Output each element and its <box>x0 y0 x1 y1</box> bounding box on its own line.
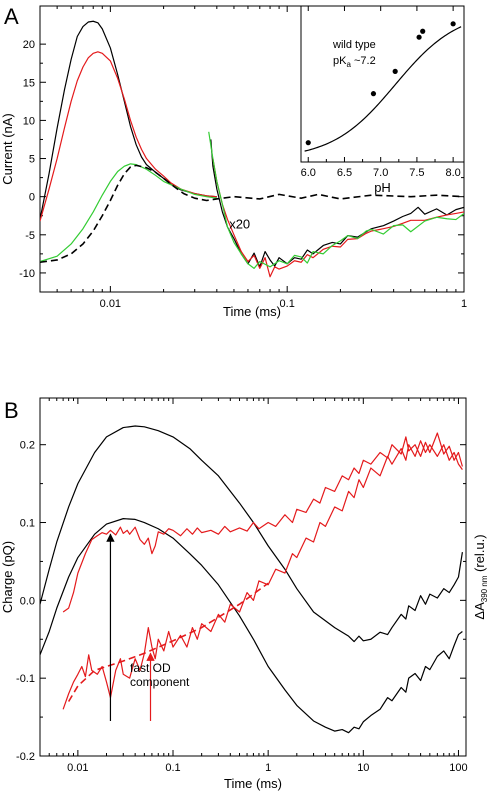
x-tick-label: 100 <box>449 762 467 774</box>
series-line-black <box>40 425 463 643</box>
y-tick-label: 10 <box>23 115 35 127</box>
y-tick-label: 5 <box>29 154 35 166</box>
inset-frame <box>300 5 465 163</box>
panel-letter-b: B <box>4 398 19 423</box>
panel-a-x-axis-title: Time (ms) <box>223 304 281 319</box>
series-line-black-dashed <box>40 164 464 264</box>
inset-label-pka-subscript: a <box>346 60 351 69</box>
y-tick-label: 0.2 <box>20 440 35 452</box>
x-tick-label: 0.01 <box>67 762 88 774</box>
y-tick-label: 0.0 <box>20 595 35 607</box>
panel-b-right-y-axis-title: ΔA390 nm (rel.u.) <box>472 534 489 619</box>
inset-ph-titration: 6.0 6.5 7.0 7.5 8.0 wild type pKa ~7.2 pH <box>300 5 465 195</box>
series-line-red <box>40 51 217 222</box>
right-ylabel-sub: 390 nm <box>480 575 489 602</box>
panel-b-ticks: 0.01 0.1 1 10 100 -0.2 -0.1 0.0 0.1 0.2 <box>16 398 468 774</box>
series-line-red <box>62 440 463 710</box>
x-tick-label: 0.1 <box>165 762 180 774</box>
inset-label-pk: pK <box>333 55 347 67</box>
series-line-red-dashed <box>67 582 269 702</box>
right-ylabel-main: ΔA <box>472 602 487 620</box>
y-tick-label: -10 <box>19 268 35 280</box>
y-tick-label: -0.2 <box>16 751 35 763</box>
y-tick-label: 0 <box>29 192 35 204</box>
x-tick-label: 0.1 <box>280 298 295 310</box>
panel-b-y-axis-title: Charge (pQ) <box>0 541 15 613</box>
y-tick-label: 20 <box>23 39 35 51</box>
series-line-green <box>208 131 464 269</box>
inset-x-tick-label: 7.5 <box>409 167 424 179</box>
panel-b-series <box>40 425 463 734</box>
right-ylabel-unit: (rel.u.) <box>472 534 487 575</box>
panel-a-series <box>40 20 464 278</box>
inset-data-point <box>305 140 311 146</box>
annotation-x20: x20 <box>229 217 250 232</box>
x-tick-label: 1 <box>461 298 467 310</box>
inset-x-tick-label: 7.0 <box>373 167 388 179</box>
panel-b-x-axis-title: Time (ms) <box>224 776 282 791</box>
x-tick-label: 0.01 <box>100 298 121 310</box>
inset-label-pka-value: ~7.2 <box>351 55 376 67</box>
annotation-component: component <box>130 675 190 689</box>
inset-x-tick-label: 8.0 <box>445 167 460 179</box>
inset-data-point <box>420 28 426 34</box>
inset-data-point <box>450 21 456 27</box>
inset-data-points <box>305 21 456 146</box>
inset-fit-curve <box>304 26 462 152</box>
x-tick-label: 10 <box>357 762 369 774</box>
y-tick-label: -0.1 <box>16 673 35 685</box>
y-tick-label: 0.1 <box>20 518 35 530</box>
inset-x-tick-label: 6.0 <box>301 167 316 179</box>
y-tick-label: 15 <box>23 77 35 89</box>
panel-a-ticks: 0.01 0.1 1 -10 -5 0 5 10 15 20 <box>19 6 467 310</box>
series-line-red <box>62 432 463 613</box>
annotation-fast-od: fast OD <box>130 661 171 675</box>
series-line-black <box>40 518 463 734</box>
inset-data-point <box>392 68 398 74</box>
inset-ticks: 6.0 6.5 7.0 7.5 8.0 <box>301 6 461 179</box>
panel-a-y-axis-title: Current (nA) <box>0 113 15 185</box>
panel-letter-a: A <box>4 4 19 29</box>
inset-label-wild-type: wild type <box>332 39 376 51</box>
inset-x-tick-label: 6.5 <box>337 167 352 179</box>
inset-x-axis-title: pH <box>374 180 391 195</box>
inset-label-pka: pKa ~7.2 <box>333 55 376 69</box>
x-tick-label: 1 <box>265 762 271 774</box>
panel-b: B 0.01 0.1 1 10 100 -0.2 -0.1 0.0 0.1 0.2 Charge … <box>0 397 489 791</box>
series-line-green <box>40 163 217 263</box>
inset-data-point <box>416 34 422 40</box>
panel-b-arrows <box>106 533 155 721</box>
inset-data-point <box>370 91 377 97</box>
panel-a: A 0.01 0.1 1 -10 -5 0 5 10 15 20 Current (nA) Tim… <box>0 4 467 319</box>
y-tick-label: -5 <box>25 230 35 242</box>
